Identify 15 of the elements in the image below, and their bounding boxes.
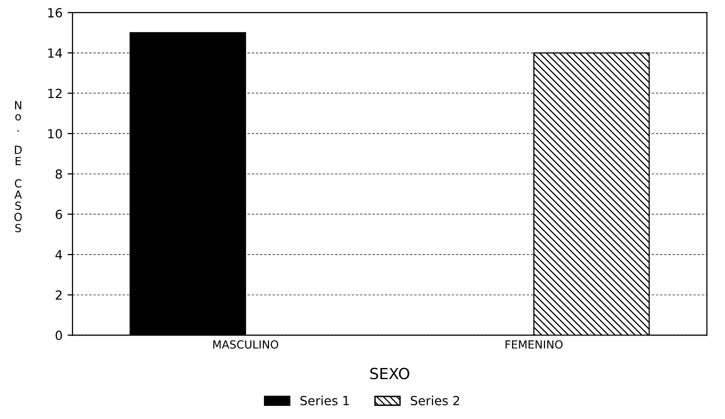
legend-label: Series 1 xyxy=(300,396,349,406)
x-tick-label: MASCULINO xyxy=(213,340,278,349)
y-tick-label: 2 xyxy=(56,290,62,300)
y-tick-label: 16 xyxy=(48,8,62,18)
y-tick-label: 10 xyxy=(48,129,62,138)
x-axis-title: SEXO xyxy=(370,368,410,380)
y-tick-label: 12 xyxy=(48,88,62,98)
y-tick-label: 14 xyxy=(48,48,62,58)
y-tick-label: 4 xyxy=(55,250,62,260)
text: No. DE CASOS xyxy=(14,101,22,232)
y-tick-label: 0 xyxy=(56,330,62,340)
y-tick-label: 6 xyxy=(56,210,62,220)
x-tick-label: FEMENINO xyxy=(506,340,563,349)
legend-label: Series 2 xyxy=(410,396,460,406)
y-tick-label: 8 xyxy=(56,169,62,179)
